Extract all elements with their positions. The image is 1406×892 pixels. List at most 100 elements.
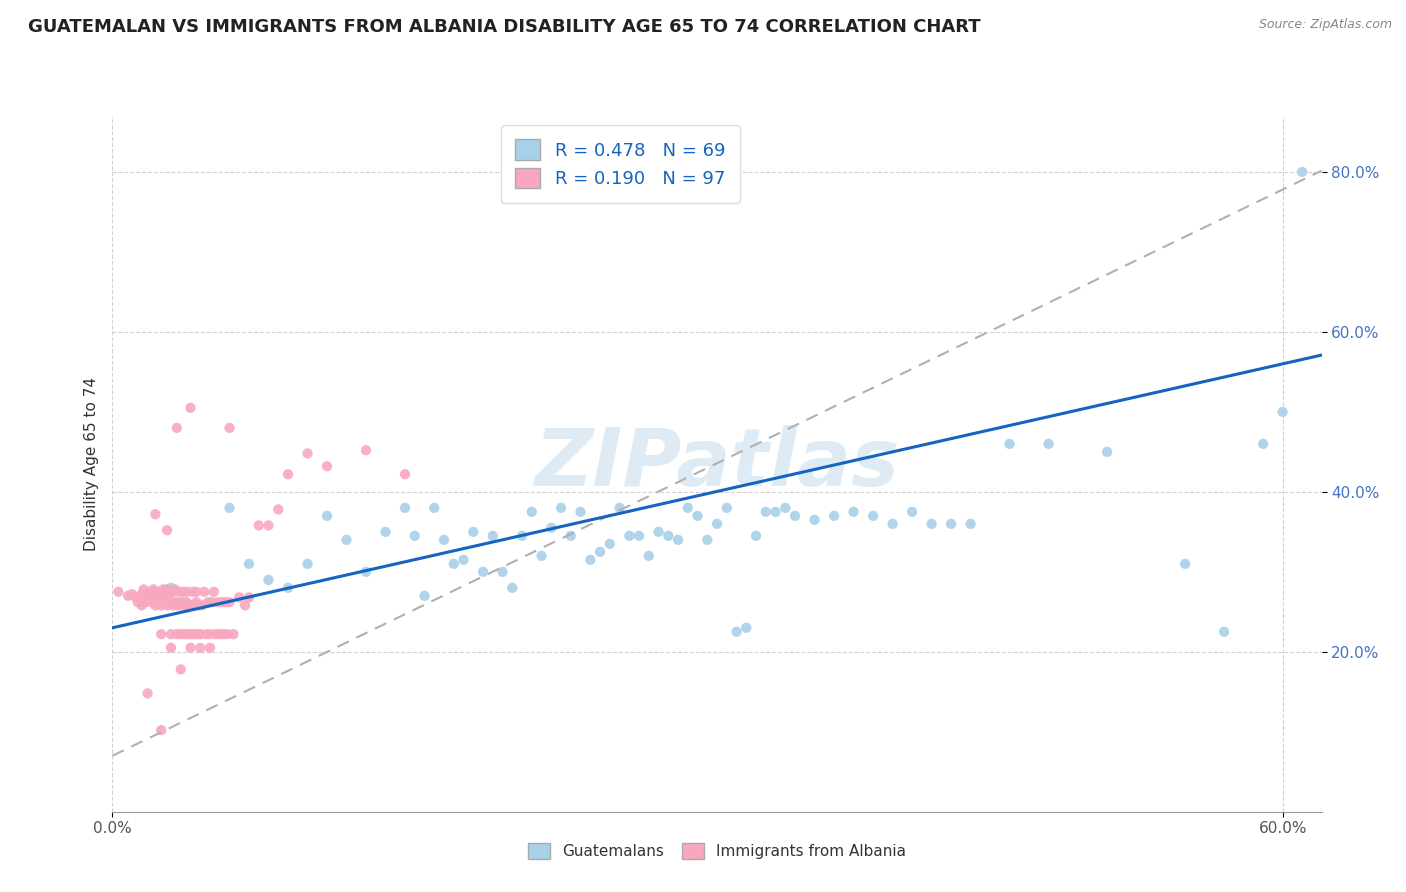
Point [207, 595, 229, 609]
Point [152, 595, 174, 609]
Point [211, 595, 233, 609]
Point [177, 627, 200, 641]
Point [166, 421, 188, 435]
Point [145, 507, 167, 521]
Point [267, 502, 290, 516]
Point [1271, 405, 1294, 419]
Point [666, 533, 689, 547]
Point [150, 627, 173, 641]
Point [735, 621, 758, 635]
Point [706, 516, 728, 531]
Point [394, 500, 416, 515]
Point [481, 529, 503, 543]
Point [354, 443, 377, 458]
Point [1095, 445, 1118, 459]
Point [198, 627, 221, 641]
Point [297, 446, 319, 460]
Point [167, 595, 190, 609]
Point [1174, 557, 1197, 571]
Point [212, 627, 235, 641]
Point [183, 599, 205, 613]
Y-axis label: Disability Age 65 to 74: Disability Age 65 to 74 [83, 376, 98, 551]
Point [472, 565, 495, 579]
Point [803, 513, 825, 527]
Point [205, 627, 228, 641]
Point [172, 584, 194, 599]
Point [842, 505, 865, 519]
Point [195, 627, 218, 641]
Point [247, 518, 270, 533]
Point [131, 599, 153, 613]
Point [172, 595, 194, 609]
Point [160, 640, 183, 655]
Point [921, 516, 943, 531]
Point [198, 640, 221, 655]
Point [160, 581, 183, 595]
Point [277, 467, 299, 482]
Point [146, 584, 169, 599]
Point [142, 582, 165, 597]
Point [170, 599, 193, 613]
Point [181, 599, 204, 613]
Point [998, 437, 1021, 451]
Point [197, 595, 219, 609]
Point [156, 599, 179, 613]
Point [193, 584, 215, 599]
Point [238, 557, 260, 571]
Point [609, 500, 631, 515]
Point [162, 599, 184, 613]
Point [939, 516, 962, 531]
Point [132, 582, 155, 597]
Point [186, 595, 208, 609]
Point [125, 591, 148, 605]
Point [550, 500, 572, 515]
Text: ZIPatlas: ZIPatlas [534, 425, 900, 503]
Point [218, 595, 240, 609]
Point [135, 595, 157, 609]
Point [453, 553, 475, 567]
Point [491, 565, 513, 579]
Point [107, 584, 129, 599]
Point [233, 599, 256, 613]
Point [823, 508, 845, 523]
Point [156, 523, 179, 537]
Point [127, 595, 149, 609]
Point [167, 584, 190, 599]
Point [862, 508, 884, 523]
Point [150, 587, 173, 601]
Point [179, 401, 201, 415]
Point [141, 584, 163, 599]
Point [228, 591, 250, 605]
Point [183, 627, 205, 641]
Point [1213, 624, 1236, 639]
Point [187, 627, 209, 641]
Point [148, 591, 170, 605]
Point [214, 595, 236, 609]
Point [150, 723, 173, 738]
Point [138, 584, 160, 599]
Point [463, 524, 485, 539]
Point [882, 516, 904, 531]
Point [186, 584, 208, 599]
Point [152, 582, 174, 597]
Point [716, 500, 738, 515]
Point [191, 599, 214, 613]
Point [335, 533, 357, 547]
Legend: Guatemalans, Immigrants from Albania: Guatemalans, Immigrants from Albania [520, 836, 914, 867]
Point [218, 421, 240, 435]
Point [1251, 437, 1274, 451]
Point [173, 599, 195, 613]
Point [136, 686, 159, 700]
Point [153, 591, 176, 605]
Point [637, 549, 659, 563]
Point [202, 584, 225, 599]
Point [1291, 165, 1313, 179]
Point [433, 533, 456, 547]
Point [217, 627, 239, 641]
Point [150, 599, 173, 613]
Point [297, 557, 319, 571]
Point [166, 599, 188, 613]
Point [354, 565, 377, 579]
Point [179, 640, 201, 655]
Point [117, 589, 139, 603]
